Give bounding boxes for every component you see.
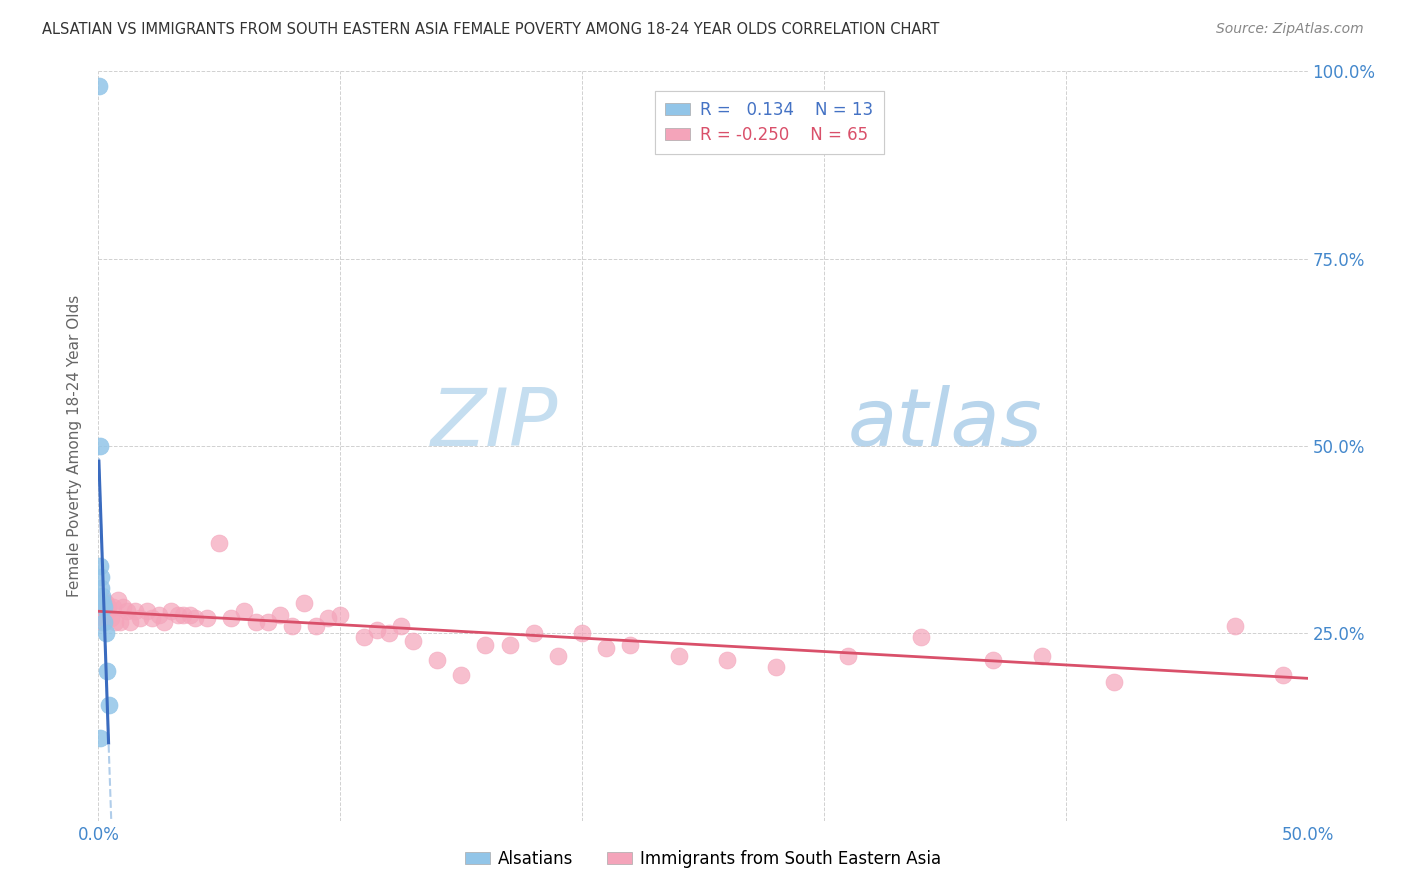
Point xyxy=(547,648,569,663)
Point xyxy=(195,611,218,625)
Point xyxy=(208,536,231,550)
Point xyxy=(89,558,111,573)
Point xyxy=(108,615,131,629)
Point xyxy=(91,592,114,607)
Point xyxy=(256,615,278,629)
Point xyxy=(89,731,111,746)
Point xyxy=(90,596,112,610)
Point xyxy=(981,652,1004,666)
Text: atlas: atlas xyxy=(848,384,1043,463)
Point xyxy=(93,611,115,625)
Point xyxy=(668,648,690,663)
Point xyxy=(87,79,110,94)
Text: ALSATIAN VS IMMIGRANTS FROM SOUTH EASTERN ASIA FEMALE POVERTY AMONG 18-24 YEAR O: ALSATIAN VS IMMIGRANTS FROM SOUTH EASTER… xyxy=(42,22,939,37)
Point xyxy=(111,600,134,615)
Point xyxy=(450,667,472,681)
Point xyxy=(90,582,112,596)
Point xyxy=(97,600,120,615)
Point xyxy=(141,611,163,625)
Point xyxy=(232,604,254,618)
Point xyxy=(94,596,117,610)
Point xyxy=(619,638,641,652)
Point xyxy=(96,604,118,618)
Point xyxy=(305,619,328,633)
Point xyxy=(426,652,449,666)
Point xyxy=(89,439,111,453)
Point xyxy=(184,611,207,625)
Point xyxy=(1223,619,1246,633)
Point xyxy=(837,648,859,663)
Point xyxy=(104,615,127,629)
Point xyxy=(148,607,170,622)
Point xyxy=(595,641,617,656)
Point xyxy=(167,607,190,622)
Point xyxy=(94,626,117,640)
Point xyxy=(1272,667,1295,681)
Point xyxy=(366,623,388,637)
Point xyxy=(128,611,150,625)
Point xyxy=(281,619,304,633)
Point xyxy=(91,615,114,629)
Point xyxy=(101,600,124,615)
Point xyxy=(292,596,315,610)
Point xyxy=(269,607,291,622)
Point xyxy=(910,630,932,644)
Point xyxy=(117,604,139,618)
Point xyxy=(172,607,194,622)
Legend: Alsatians, Immigrants from South Eastern Asia: Alsatians, Immigrants from South Eastern… xyxy=(458,844,948,875)
Point xyxy=(97,698,120,712)
Point xyxy=(179,607,201,622)
Point xyxy=(1031,648,1053,663)
Point xyxy=(316,611,339,625)
Point xyxy=(329,607,352,622)
Text: ZIP: ZIP xyxy=(430,384,558,463)
Point xyxy=(135,604,157,618)
Point xyxy=(389,619,412,633)
Point xyxy=(402,633,425,648)
Legend: R =   0.134    N = 13, R = -0.250    N = 65: R = 0.134 N = 13, R = -0.250 N = 65 xyxy=(655,91,883,153)
Point xyxy=(90,607,112,622)
Point xyxy=(124,604,146,618)
Point xyxy=(107,592,129,607)
Point xyxy=(96,664,118,678)
Point xyxy=(353,630,375,644)
Point xyxy=(100,611,122,625)
Point xyxy=(377,626,399,640)
Point xyxy=(474,638,496,652)
Point xyxy=(765,660,787,674)
Y-axis label: Female Poverty Among 18-24 Year Olds: Female Poverty Among 18-24 Year Olds xyxy=(67,295,83,597)
Text: Source: ZipAtlas.com: Source: ZipAtlas.com xyxy=(1216,22,1364,37)
Point xyxy=(245,615,267,629)
Point xyxy=(716,652,738,666)
Point xyxy=(221,611,243,625)
Point xyxy=(498,638,520,652)
Point xyxy=(91,596,114,610)
Point xyxy=(89,592,111,607)
Point xyxy=(93,600,115,615)
Point xyxy=(118,615,141,629)
Point xyxy=(91,589,114,603)
Point xyxy=(160,604,183,618)
Point xyxy=(90,570,112,584)
Point xyxy=(1102,675,1125,690)
Point xyxy=(93,615,115,629)
Point xyxy=(523,626,546,640)
Point xyxy=(93,600,115,615)
Point xyxy=(571,626,593,640)
Point xyxy=(152,615,174,629)
